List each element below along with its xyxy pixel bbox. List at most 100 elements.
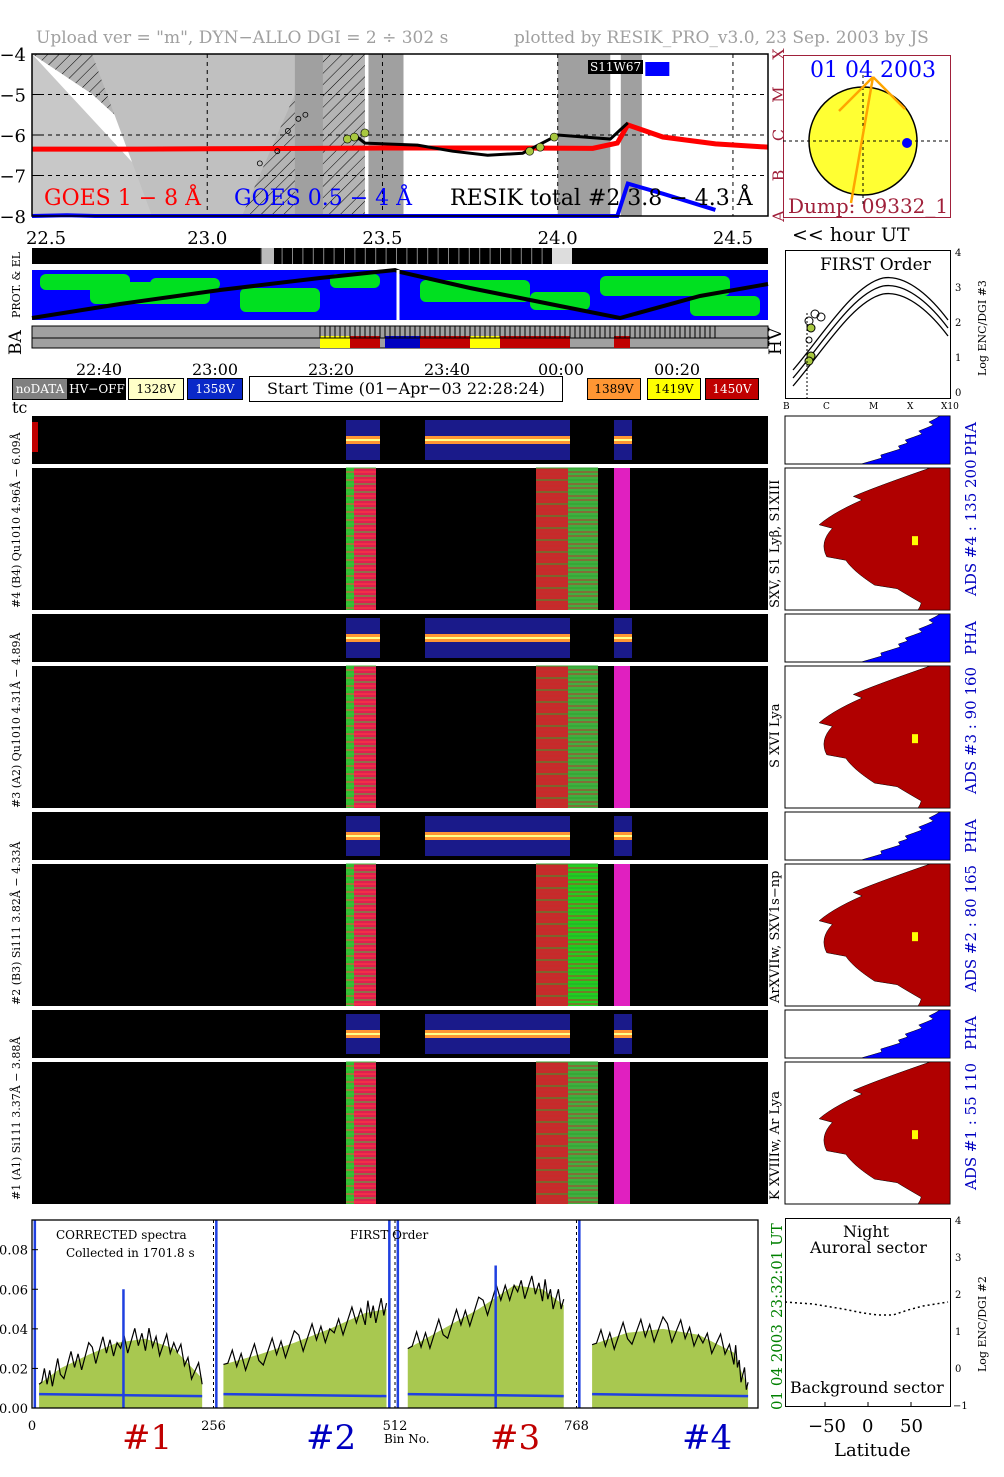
tc-tick	[262, 248, 274, 264]
flare-class-letter: B	[769, 170, 788, 182]
pha-peak	[346, 835, 380, 837]
tc-tick	[364, 248, 366, 264]
pha-peak	[425, 1033, 570, 1035]
channel-2-ads: ADS #2 : 80 165	[962, 864, 980, 992]
y-tick-label: −6	[0, 126, 26, 147]
spectrum-area	[39, 1338, 203, 1408]
spectrogram-panel	[32, 812, 768, 860]
svg-text:X10: X10	[941, 402, 959, 412]
spectrum-block	[536, 1062, 568, 1204]
first-order-panel: B C M X X10 4 3 2 1 0	[783, 248, 961, 412]
spectrum-line	[591, 1315, 749, 1390]
spectrogram-panel	[32, 666, 768, 808]
latitude-panel: 4 3 2 1 0 −1	[784, 1216, 968, 1412]
label-ba: BA	[6, 330, 26, 355]
legend-nodata: noDATA	[12, 378, 68, 400]
spectrum-block	[568, 666, 598, 808]
tc-tick	[312, 248, 314, 264]
time-tick: 23:40	[424, 360, 471, 379]
tc-tick	[333, 248, 335, 264]
svg-text:2: 2	[955, 1290, 961, 1301]
spectrum-block	[536, 666, 568, 808]
land-mass	[690, 296, 760, 316]
pha-peak	[425, 637, 570, 639]
spectrum-block	[346, 864, 354, 1006]
tc-tick	[302, 248, 304, 264]
tc-tick	[375, 248, 377, 264]
legend-1450v: 1450V	[705, 378, 759, 400]
resik-point	[549, 132, 559, 142]
pha-tag: PHA	[962, 620, 980, 655]
histogram	[860, 415, 951, 465]
pha-peak	[346, 637, 380, 639]
legend-1328v: 1328V	[128, 378, 184, 400]
series-line	[353, 121, 629, 157]
background-line	[407, 1392, 564, 1398]
channel-2-label: #2 (B3) Si111 3.82Å − 4.33Å	[10, 841, 23, 1005]
pha-tag: PHA	[962, 1015, 980, 1050]
hv-segment	[385, 336, 420, 348]
plotted-by: plotted by RESIK_PRO_v3.0, 23 Sep. 2003 …	[514, 28, 929, 48]
spectrum-block	[568, 864, 598, 1006]
tc-tick	[531, 248, 533, 264]
series-line	[32, 121, 769, 152]
legend-resik-total: RESIK total #2 3.8 − 4.3 Å	[450, 186, 753, 211]
spectrum-block	[536, 468, 568, 610]
lat-night: Night	[843, 1222, 890, 1241]
spectrogram-panel	[32, 1010, 768, 1058]
pha-peak	[614, 835, 632, 837]
tc-tick	[500, 248, 501, 264]
spectrogram-panel	[32, 468, 768, 610]
y-tick-label: −8	[0, 207, 26, 228]
tc-strip	[32, 248, 768, 264]
x-tick-label: 23.0	[187, 228, 227, 249]
x-tick-label: 23.5	[362, 228, 402, 249]
channel-3-lines: S XVI Lya	[768, 703, 783, 768]
channel-spectrograms	[32, 415, 951, 1205]
legend-hv-off: HV−OFF	[68, 378, 126, 400]
spectrum-block	[568, 1062, 598, 1204]
histogram	[818, 1061, 951, 1205]
lat-tick: 50	[900, 1416, 923, 1437]
resik-point	[535, 142, 545, 152]
hv-segment	[614, 336, 630, 348]
legend-1419v: 1419V	[647, 378, 701, 400]
legend-1389v: 1389V	[587, 378, 641, 400]
x-tick-label: 22.5	[26, 228, 66, 249]
legend-1358v: 1358V	[187, 378, 243, 400]
histogram	[818, 863, 951, 1007]
label-prot-el: PROT. & EL	[10, 251, 23, 318]
svg-text:1: 1	[955, 1327, 961, 1338]
tc-tick	[520, 248, 522, 264]
land-mass	[530, 292, 590, 310]
spectrum-block	[346, 1062, 354, 1204]
svg-text:4: 4	[955, 248, 961, 259]
spectrum-block	[614, 468, 630, 610]
svg-text:0: 0	[955, 388, 961, 399]
start-time: Start Time (01−Apr−03 22:28:24)	[249, 376, 563, 402]
spectra-note-2: Collected in 1701.8 s	[66, 1246, 195, 1260]
legend-goes-05-4: GOES 0.5 − 4 Å	[234, 186, 413, 211]
resik-point	[302, 111, 309, 118]
spectra-y-tick: 0.00	[0, 1402, 28, 1417]
channel-4-lines: SXV, S1 Lyβ, S1XIII	[768, 479, 783, 608]
time-tick: 23:00	[192, 360, 239, 379]
tc-tick	[448, 248, 449, 264]
spectra-y-tick: 0.06	[0, 1283, 28, 1298]
tc-tick	[541, 248, 543, 264]
time-tick: 23:20	[308, 360, 355, 379]
pha-tag: PHA	[962, 421, 980, 456]
svg-text:X: X	[907, 402, 914, 412]
pha-tag: PHA	[962, 818, 980, 853]
svg-text:2: 2	[955, 318, 961, 329]
spectrogram-panel	[32, 864, 768, 1006]
lat-tick: −50	[808, 1416, 846, 1437]
histogram	[818, 467, 951, 611]
pha-peak	[614, 439, 632, 441]
time-tick: 22:40	[76, 360, 123, 379]
pha-peak	[425, 439, 570, 441]
spectra-panel: 0.08 0.06 0.04 0.02 0.000 256 512 768	[0, 1219, 759, 1434]
background-line	[223, 1392, 387, 1398]
tc-tick	[406, 248, 408, 264]
spectrum-block	[346, 468, 354, 610]
